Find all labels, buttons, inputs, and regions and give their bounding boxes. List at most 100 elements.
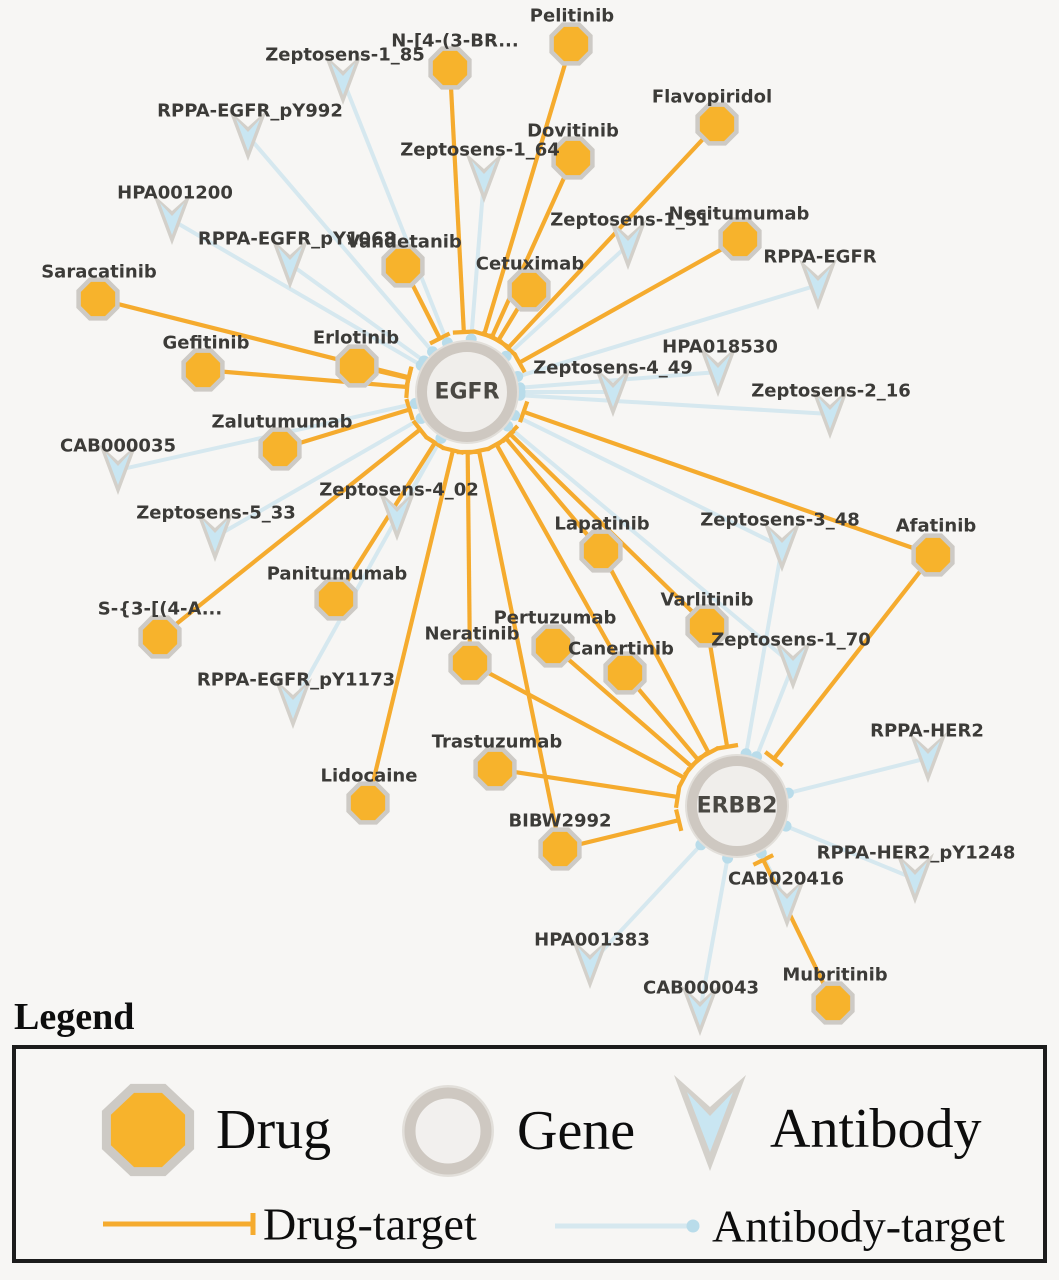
drug-octagon-icon xyxy=(579,529,623,573)
drug-octagon-icon xyxy=(603,651,647,695)
drug-target-tee xyxy=(441,445,465,455)
node-label-rppa-her2_py1248: RPPA-HER2_pY1248 xyxy=(817,843,1016,864)
node-rppa-egfr_py992 xyxy=(229,110,267,161)
edge-zeptosens-1_70-erbb2 xyxy=(754,664,795,758)
antibody-edges-layer xyxy=(117,79,929,1012)
edge-panitumumab-egfr xyxy=(334,441,437,601)
node-label-rppa-egfr: RPPA-EGFR xyxy=(763,247,876,268)
edge-zeptosens-1_70-egfr xyxy=(506,424,795,667)
antibody-chevron-inner xyxy=(578,947,602,979)
node-egfr xyxy=(415,340,519,444)
antibody-chevron-inner xyxy=(806,268,830,300)
antibody-target-line-icon xyxy=(555,1219,700,1233)
drug-octagon-icon xyxy=(335,344,379,388)
antibody-chevron-inner xyxy=(903,862,927,894)
node-panitumumab xyxy=(314,577,358,621)
node-label-zeptosens-5_33: Zeptosens-5_33 xyxy=(136,503,296,524)
edge-rppa-her2_py1248-erbb2 xyxy=(785,824,916,881)
edge-zeptosens-1_85-egfr xyxy=(341,79,450,344)
node-label-zeptosens-4_49: Zeptosens-4_49 xyxy=(533,358,693,379)
edge-lapatinib-erbb2 xyxy=(599,550,711,755)
legend-box: Drug Gene Antibody Drug-target Antibody-… xyxy=(12,1045,1047,1263)
node-label-zeptosens-1_51: Zeptosens-1_51 xyxy=(550,210,710,231)
node-zeptosens-1_64 xyxy=(465,152,503,203)
legend-antibody-target-label: Antibody-target xyxy=(712,1200,1005,1252)
drug-edges-layer xyxy=(97,43,935,1004)
node-label-erbb2: ERBB2 xyxy=(697,794,778,819)
edge-n4-3br-egfr xyxy=(447,67,466,333)
node-pelitinib xyxy=(549,22,593,66)
drug-octagon-icon xyxy=(258,427,302,471)
edge-zeptosens-3_48-egfr xyxy=(513,413,783,549)
edge-s3-4a-egfr xyxy=(158,427,422,639)
node-label-panitumumab: Panitumumab xyxy=(267,564,408,585)
edge-pertuzumab-erbb2 xyxy=(551,644,694,769)
antibody-chevron-inner xyxy=(818,397,842,429)
node-label-zeptosens-1_70: Zeptosens-1_70 xyxy=(711,630,871,651)
edge-rppa-her2-erbb2 xyxy=(787,756,929,796)
edge-zeptosens-1_51-egfr xyxy=(504,243,630,358)
node-rppa-egfr xyxy=(799,259,837,310)
node-label-zeptosens-3_48: Zeptosens-3_48 xyxy=(700,510,860,531)
node-rppa-her2 xyxy=(909,732,947,783)
drug-octagon-icon xyxy=(448,641,492,685)
drug-octagon-icon xyxy=(76,277,120,321)
edge-zeptosens-1_64-egfr xyxy=(469,177,486,340)
edge-cab000043-erbb2 xyxy=(698,857,730,1012)
antibody-chevron-inner xyxy=(616,228,640,260)
node-hpa018530 xyxy=(699,346,737,397)
drug-target-tee xyxy=(673,785,682,809)
drug-octagon-icon xyxy=(551,136,595,180)
edge-lapatinib-egfr xyxy=(504,436,603,553)
antibody-chevron-inner xyxy=(781,648,805,680)
drug-octagon-icon xyxy=(507,268,551,312)
drug-octagon-icon xyxy=(428,46,472,90)
node-label-zeptosens-1_64: Zeptosens-1_64 xyxy=(400,140,560,161)
node-cab000043 xyxy=(681,985,719,1036)
edge-lidocaine-egfr xyxy=(365,449,455,804)
node-neratinib xyxy=(448,641,492,685)
node-label-zalutumumab: Zalutumumab xyxy=(212,412,353,433)
edge-afatinib-egfr xyxy=(522,409,934,557)
node-hpa001383 xyxy=(571,938,609,989)
antibody-chevron-inner xyxy=(281,687,305,719)
node-cab000035 xyxy=(99,444,137,495)
node-label-s3-4a: S-{3-[(4-A... xyxy=(98,599,222,620)
node-label-rppa-egfr_py1173: RPPA-EGFR_pY1173 xyxy=(197,670,395,691)
antibody-chevron-inner xyxy=(278,247,302,279)
antibody-chevron-inner xyxy=(601,375,625,407)
node-lidocaine xyxy=(346,781,390,825)
edge-bibw2992-egfr xyxy=(476,450,563,850)
node-label-egfr: EGFR xyxy=(434,380,499,405)
drug-target-line-icon xyxy=(103,1213,256,1235)
gene-node-icon xyxy=(402,1085,494,1177)
node-label-lidocaine: Lidocaine xyxy=(321,766,418,787)
node-label-dovitinib: Dovitinib xyxy=(527,121,619,142)
antibody-chevron-inner xyxy=(385,499,409,531)
node-hpa001200 xyxy=(153,194,191,245)
drug-target-tee xyxy=(452,329,475,335)
drug-octagon-icon xyxy=(473,747,517,791)
node-pertuzumab xyxy=(531,624,575,668)
antibody-chevron-inner xyxy=(770,530,794,562)
node-vandetanib xyxy=(381,244,425,288)
node-lapatinib xyxy=(579,529,623,573)
antibody-chevron-inner xyxy=(688,994,712,1026)
legend-antibody-label: Antibody xyxy=(770,1098,982,1160)
drug-target-tee xyxy=(424,435,446,451)
antibody-chevron-inner xyxy=(775,886,799,918)
node-gefitinib xyxy=(181,348,225,392)
node-label-rppa-her2: RPPA-HER2 xyxy=(870,721,984,742)
node-zeptosens-1_85 xyxy=(324,54,362,105)
node-label-erlotinib: Erlotinib xyxy=(313,328,399,349)
node-rppa-egfr_py1173 xyxy=(274,678,312,729)
node-label-zeptosens-4_02: Zeptosens-4_02 xyxy=(319,480,479,501)
node-cab020416 xyxy=(768,877,806,928)
antibody-chevron-inner xyxy=(203,520,227,552)
node-cetuximab xyxy=(507,268,551,312)
antibody-node-icon xyxy=(674,1075,746,1171)
node-label-canertinib: Canertinib xyxy=(568,639,674,660)
drug-octagon-icon xyxy=(695,102,739,146)
node-label-cetuximab: Cetuximab xyxy=(476,254,585,275)
